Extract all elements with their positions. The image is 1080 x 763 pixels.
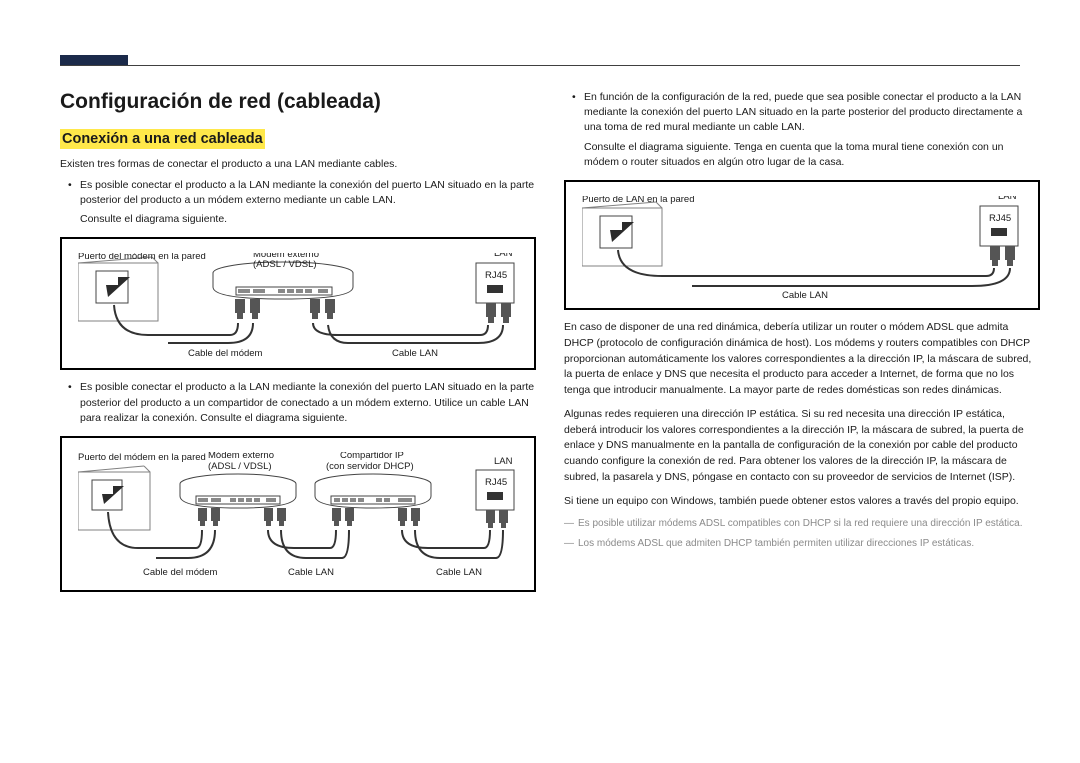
diagram-label: Cable LAN (436, 567, 482, 578)
diagram-label: Cable del módem (143, 567, 218, 578)
diagram-2: Puerto del módem en la pared Módem exter… (60, 436, 536, 592)
diagram-label: RJ45 (485, 477, 507, 488)
diagram-1: Puerto del módem en la pared Módem exter… (60, 237, 536, 370)
page-title: Configuración de red (cableada) (60, 90, 536, 114)
section-heading: Conexión a una red cableada (60, 129, 265, 149)
diagram-label: Cable LAN (288, 567, 334, 578)
left-column: Configuración de red (cableada) Conexión… (60, 90, 536, 602)
bullet-sub: Consulte el diagrama siguiente. (60, 212, 536, 227)
diagram-label: Compartidor IP (340, 452, 404, 461)
diagram-label: Puerto de LAN en la pared (582, 196, 695, 205)
bullet-sub: Consulte el diagrama siguiente. Tenga en… (564, 140, 1040, 170)
diagram-label: Cable LAN (392, 348, 438, 358)
diagram-label: Módem externo (208, 452, 274, 461)
page-content: Configuración de red (cableada) Conexión… (0, 0, 1080, 602)
diagram-3: Puerto de LAN en la pared LAN RJ45 Cable… (564, 180, 1040, 310)
intro-text: Existen tres formas de conectar el produ… (60, 157, 536, 172)
diagram-label: (ADSL / VDSL) (208, 461, 272, 472)
note: Es posible utilizar módems ADSL compatib… (564, 517, 1040, 531)
header-rule (60, 65, 1020, 66)
note: Los módems ADSL que admiten DHCP también… (564, 537, 1040, 551)
diagram-label: (con servidor DHCP) (326, 461, 414, 472)
paragraph: En caso de disponer de una red dinámica,… (564, 320, 1040, 399)
right-column: En función de la configuración de la red… (564, 90, 1040, 602)
diagram-label: Cable LAN (782, 290, 828, 298)
diagram-label: RJ45 (989, 213, 1011, 224)
diagram-label: Puerto del módem en la pared (78, 253, 206, 262)
diagram-label: Puerto del módem en la pared (78, 452, 206, 463)
bullet-item: Es posible conectar el producto a la LAN… (60, 178, 536, 208)
bullet-item: Es posible conectar el producto a la LAN… (60, 380, 536, 426)
paragraph: Algunas redes requieren una dirección IP… (564, 407, 1040, 486)
diagram-label: RJ45 (485, 270, 507, 281)
bullet-item: En función de la configuración de la red… (564, 90, 1040, 136)
diagram-label: (ADSL / VDSL) (253, 259, 317, 270)
diagram-label: LAN (998, 196, 1017, 202)
paragraph: Si tiene un equipo con Windows, también … (564, 494, 1040, 510)
diagram-label: LAN (494, 456, 513, 467)
diagram-label: Cable del módem (188, 348, 263, 358)
header-accent-block (60, 55, 128, 65)
diagram-label: LAN (494, 253, 513, 259)
